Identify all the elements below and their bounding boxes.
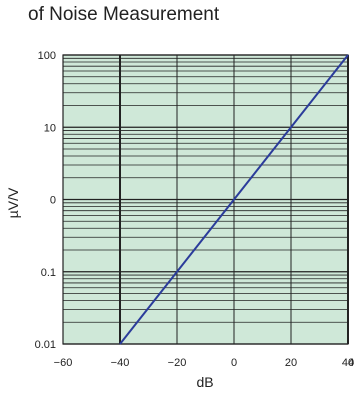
x-axis-label: dB (196, 374, 213, 390)
y-tick-label: 0.01 (35, 339, 56, 351)
y-tick-label: 0 (50, 195, 56, 207)
x-tick-label: −60 (54, 357, 73, 369)
y-tick-label: 10 (44, 122, 56, 134)
x-tick-label: −40 (111, 357, 130, 369)
series-line (119, 54, 349, 345)
y-tick-labels: 0.01 0.1 0 10 100 (35, 50, 56, 351)
chart-title: of Noise Measurement (28, 4, 220, 25)
series-group (119, 54, 349, 345)
minor-gridlines (63, 57, 348, 323)
x-tick-label: 40 (348, 357, 354, 369)
x-tick-label: 40 (342, 357, 354, 369)
x-tick-label: 0 (231, 357, 237, 369)
y-tick-label: 0.1 (41, 267, 56, 279)
x-tick-label: −20 (168, 357, 187, 369)
y-tick-label: 100 (38, 50, 56, 62)
title-line: of Noise Measurement (28, 4, 220, 25)
y-axis-label: µV/V (5, 187, 21, 218)
x-tick-label: 20 (285, 357, 297, 369)
plot-frame (62, 54, 349, 345)
